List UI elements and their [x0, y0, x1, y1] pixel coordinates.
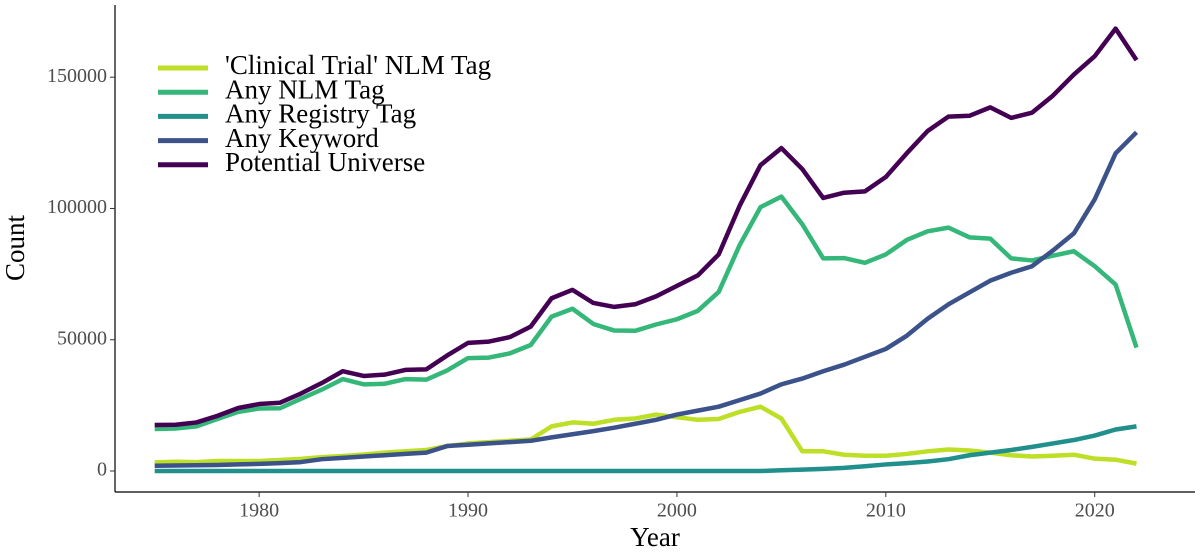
- x-tick-label: 2020: [1075, 500, 1115, 522]
- line: [154, 424, 1137, 474]
- y-tick-label: 0: [97, 459, 107, 481]
- legend-label: Any NLM Tag: [225, 74, 385, 104]
- line: [154, 130, 1139, 468]
- x-axis-title: Year: [630, 522, 680, 552]
- x-tick-label: 2000: [657, 500, 697, 522]
- y-tick-label: 150000: [47, 65, 107, 87]
- legend-label: Potential Universe: [225, 147, 425, 177]
- line: [154, 26, 1139, 428]
- x-tick-label: 1980: [239, 500, 279, 522]
- legend-label: Any Keyword: [225, 123, 379, 153]
- x-tick-label: 2010: [866, 500, 906, 522]
- x-tick-label: 1990: [448, 500, 488, 522]
- y-tick-label: 50000: [57, 327, 107, 349]
- line: [154, 194, 1139, 432]
- y-axis-title: Count: [0, 214, 30, 281]
- y-tick-label: 100000: [47, 196, 107, 218]
- legend-label: Any Registry Tag: [225, 99, 416, 129]
- line: [154, 404, 1137, 466]
- legend-label: 'Clinical Trial' NLM Tag: [225, 50, 491, 80]
